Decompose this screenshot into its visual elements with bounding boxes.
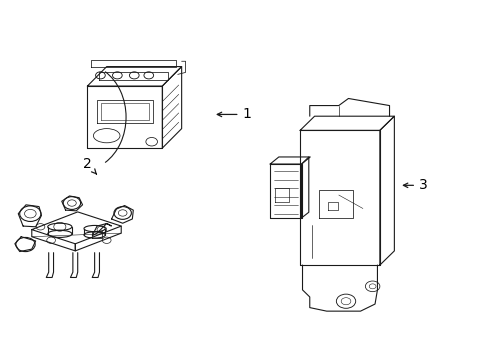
Text: 1: 1 [217,107,251,121]
Text: 2: 2 [83,157,96,174]
Text: 3: 3 [403,178,427,192]
